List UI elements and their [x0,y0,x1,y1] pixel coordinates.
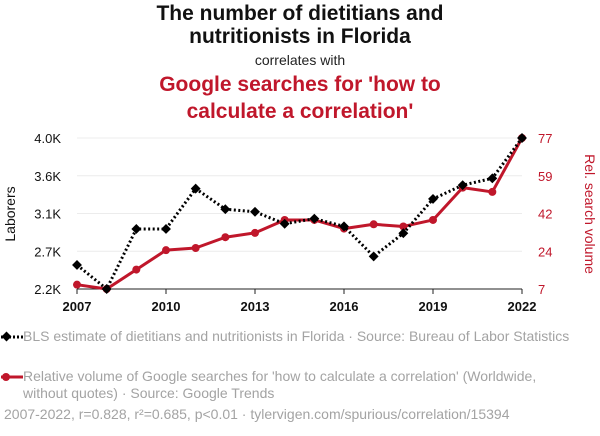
legend-label-google-searches: Relative volume of Google searches for '… [23,368,537,401]
legend-swatch-dietitians [1,331,23,342]
data-point-dietitians [428,193,438,204]
chart-subtitle-line-1: Google searches for 'how to [159,73,441,96]
chart-subtitle-line-2: calculate a correlation' [186,100,414,123]
data-point-google-searches [399,222,408,231]
x-tick-label: 2007 [63,299,92,314]
legend-label-dietitians: BLS estimate of dietitians and nutrition… [23,328,570,344]
data-point-dietitians [368,251,379,262]
data-point-dietitians [131,223,142,234]
data-point-google-searches [429,215,437,224]
data-point-dietitians [517,133,527,143]
data-point-google-searches [191,244,200,253]
chart-title-line-1: The number of dietitians and [156,2,444,25]
left-tick-label: 4.0K [34,131,61,146]
x-tick-label: 2019 [419,299,448,314]
right-tick-label: 42 [538,207,552,222]
data-point-dietitians [339,221,349,232]
x-tick-label: 2013 [241,299,270,314]
left-tick-label: 3.1K [34,207,61,222]
left-axis-ticks: 2.2K 2.7K 3.1K 3.6K 4.0K [34,131,61,297]
data-point-dietitians [190,183,201,194]
right-axis-label: Rel. search volume [582,154,598,274]
data-point-google-searches [221,233,230,242]
chart-title-line-2: nutritionists in Florida [189,25,411,48]
right-tick-label: 77 [538,131,552,146]
data-point-google-searches [162,246,170,255]
x-tick-label: 2022 [508,299,537,314]
left-tick-label: 3.6K [34,169,61,184]
left-tick-label: 2.2K [34,282,61,297]
data-point-dietitians [220,204,231,215]
series-dietitians [72,133,527,294]
data-point-google-searches [132,265,141,274]
data-point-google-searches [251,228,259,237]
data-point-google-searches [73,280,81,289]
data-point-dietitians [457,180,468,191]
data-point-dietitians [309,213,320,224]
chart-title-block: The number of dietitians and nutritionis… [0,2,600,123]
chart-title-connector: correlates with [254,52,346,68]
right-tick-label: 59 [538,169,552,184]
x-tick-label: 2016 [330,299,359,314]
x-tick-label: 2010 [152,299,181,314]
data-point-google-searches [488,187,497,196]
data-point-dietitians [250,206,260,217]
data-point-dietitians [487,173,498,184]
series-line-dietitians [76,137,524,292]
right-tick-label: 7 [538,282,545,297]
chart-footer: 2007-2022, r=0.828, r²=0.685, p<0.01 · t… [4,406,510,422]
right-axis-ticks: 7 24 42 59 77 [538,131,552,297]
left-axis-label: Laborers [2,186,18,241]
right-tick-label: 24 [538,244,552,259]
data-point-dietitians [161,223,171,234]
data-point-google-searches [369,220,378,229]
data-point-dietitians [398,228,409,239]
x-axis-ticks: 2007 2010 2013 2016 2019 2022 [63,288,537,314]
legend-swatch-google-searches [1,373,23,381]
left-tick-label: 2.7K [34,244,61,259]
data-point-dietitians [279,218,290,229]
